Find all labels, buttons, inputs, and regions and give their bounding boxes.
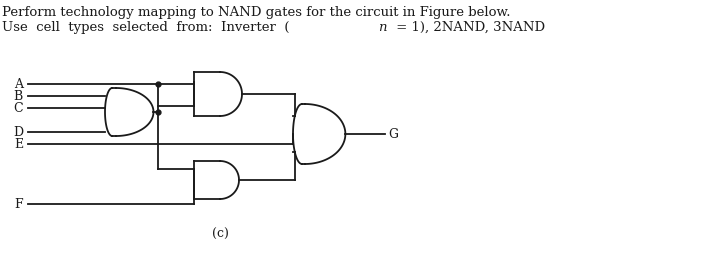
Text: F: F [14,197,23,210]
Text: Use  cell  types  selected  from:  Inverter  (: Use cell types selected from: Inverter ( [2,21,290,34]
Text: (c): (c) [212,228,229,240]
Text: = 1), 2NAND, 3NAND: = 1), 2NAND, 3NAND [392,21,545,34]
Text: E: E [14,137,23,151]
Text: D: D [13,125,23,138]
Text: C: C [13,101,23,114]
Text: G: G [388,127,398,141]
Text: Perform technology mapping to NAND gates for the circuit in Figure below.: Perform technology mapping to NAND gates… [2,6,510,19]
Text: B: B [13,90,23,102]
Text: n: n [378,21,386,34]
Text: A: A [14,78,23,91]
